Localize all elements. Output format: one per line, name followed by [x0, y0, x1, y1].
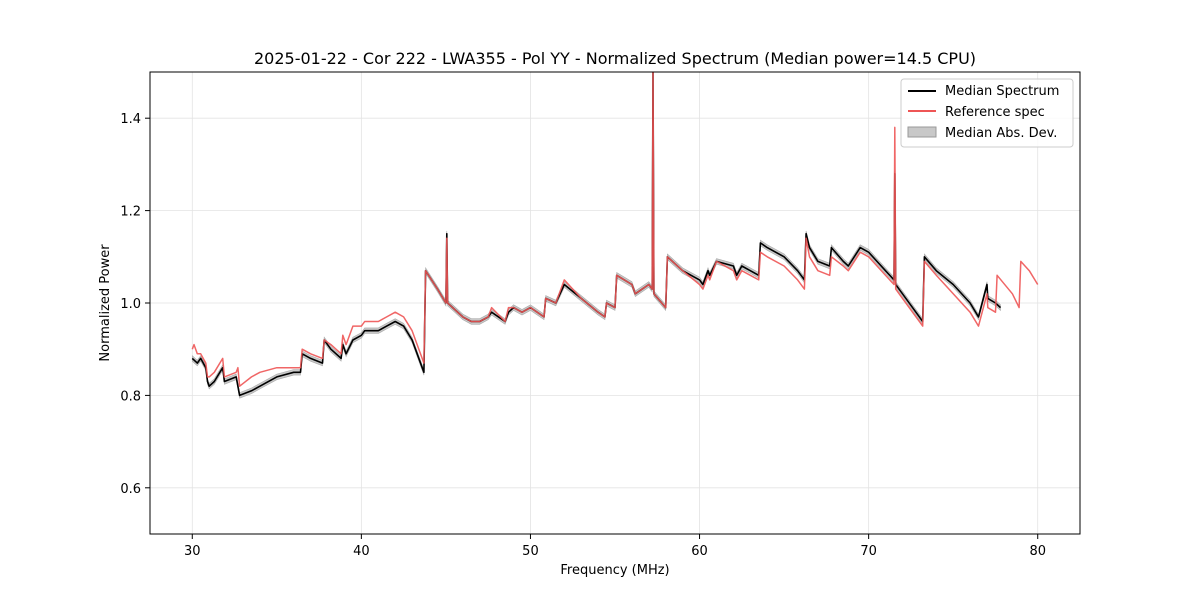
legend-frame	[900, 78, 1074, 148]
reference-spec-line	[191, 72, 1039, 387]
legend: Median Spectrum Reference spec Median Ab…	[900, 78, 1074, 148]
y-tick-label: 0.8	[120, 389, 141, 404]
x-tick-label: 80	[1029, 544, 1046, 559]
y-tick-label: 1.2	[120, 205, 141, 220]
median-abs-dev-band	[192, 72, 1001, 399]
chart-title: 2025-01-22 - Cor 222 - LWA355 - Pol YY -…	[254, 49, 976, 68]
x-tick-label: 30	[184, 544, 201, 559]
legend-reference-label: Reference spec	[945, 105, 1045, 120]
y-tick-label: 0.6	[120, 482, 141, 497]
x-axis-ticks: 30 40 50 60 70 80	[184, 534, 1046, 559]
legend-median-label: Median Spectrum	[945, 84, 1059, 99]
x-axis-label: Frequency (MHz)	[560, 563, 669, 578]
y-axis-ticks: 0.6 0.8 1.0 1.2 1.4	[120, 112, 150, 497]
x-tick-label: 50	[522, 544, 539, 559]
y-axis-label: Normalized Power	[98, 244, 113, 362]
y-tick-label: 1.0	[120, 297, 141, 312]
legend-mad-patch-swatch	[907, 126, 937, 138]
legend-mad-label: Median Abs. Dev.	[945, 126, 1057, 141]
y-tick-label: 1.4	[120, 112, 141, 127]
x-tick-label: 40	[353, 544, 370, 559]
x-tick-label: 70	[860, 544, 877, 559]
data-area	[191, 72, 1039, 399]
x-tick-label: 60	[691, 544, 708, 559]
